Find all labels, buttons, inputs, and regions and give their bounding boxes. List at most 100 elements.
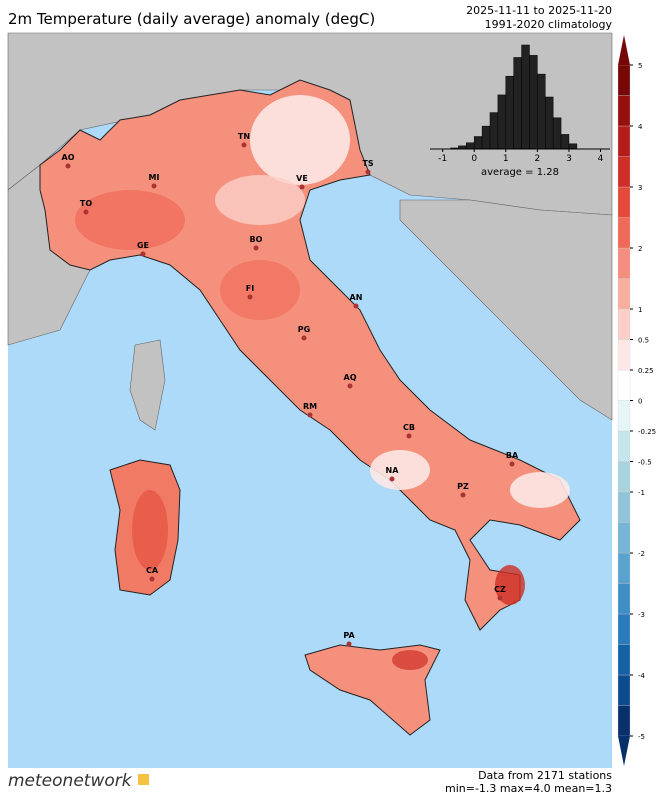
anomaly-area bbox=[510, 472, 570, 508]
climatology: 1991-2020 climatology bbox=[485, 18, 613, 31]
city-dot bbox=[83, 209, 89, 215]
city-label: CZ bbox=[494, 585, 506, 594]
colorbar-box bbox=[617, 308, 631, 340]
city-label: MI bbox=[149, 173, 160, 182]
histogram-bar bbox=[505, 75, 514, 150]
city-dot bbox=[247, 294, 253, 300]
histogram-bar bbox=[497, 94, 507, 150]
anomaly-area bbox=[250, 95, 350, 185]
city-dot bbox=[365, 169, 371, 175]
colorbar-tick-label: 3 bbox=[638, 184, 642, 192]
city-dot bbox=[149, 576, 155, 582]
colorbar-tick-label: 4 bbox=[638, 123, 643, 131]
histogram-bar bbox=[545, 96, 554, 150]
city-dot bbox=[497, 595, 503, 601]
colorbar-box bbox=[617, 95, 631, 127]
city-dot bbox=[346, 641, 352, 647]
anomaly-area bbox=[75, 190, 185, 250]
colorbar-box bbox=[617, 583, 631, 615]
anomaly-area bbox=[392, 650, 428, 670]
city-dot bbox=[389, 476, 395, 482]
city-dot bbox=[460, 492, 466, 498]
city-label: VE bbox=[296, 174, 308, 183]
histogram-bar bbox=[552, 117, 562, 150]
city-dot bbox=[406, 433, 412, 439]
city-label: TS bbox=[362, 159, 373, 168]
colorbar-box bbox=[617, 156, 631, 188]
colorbar-box bbox=[617, 217, 631, 249]
stations: Data from 2171 stations bbox=[478, 769, 612, 782]
colorbar-tick-label: -5 bbox=[638, 733, 645, 741]
colorbar-tick-label: 0.25 bbox=[638, 367, 654, 375]
colorbar-box bbox=[617, 400, 631, 432]
colorbar-tick-label: -2 bbox=[638, 550, 645, 558]
city-label: CA bbox=[146, 566, 159, 575]
x-tick-label: -1 bbox=[438, 154, 447, 164]
logo-square bbox=[138, 774, 149, 785]
city-label: AN bbox=[350, 293, 363, 302]
colorbar-tick-label: 0 bbox=[638, 398, 642, 406]
city-dot bbox=[140, 251, 146, 257]
city-label: PZ bbox=[457, 482, 469, 491]
city-dot bbox=[151, 183, 157, 189]
colorbar-arrow bbox=[618, 736, 630, 766]
colorbar-arrow bbox=[618, 35, 630, 65]
histogram-bar bbox=[537, 73, 546, 150]
colorbar-box bbox=[617, 491, 631, 523]
city-dot bbox=[509, 461, 515, 467]
histogram-bar bbox=[560, 134, 570, 150]
colorbar-box bbox=[617, 278, 631, 310]
x-tick-label: 4 bbox=[598, 154, 604, 164]
colorbar-box bbox=[617, 339, 631, 371]
city-label: NA bbox=[386, 466, 400, 475]
land-balkans bbox=[399, 199, 613, 421]
anomaly-area bbox=[132, 490, 168, 570]
city-dot bbox=[301, 335, 307, 341]
city-dot bbox=[241, 142, 247, 148]
city-dot bbox=[347, 383, 353, 389]
colorbar-tick-label: 1 bbox=[638, 306, 642, 314]
city-dot bbox=[299, 184, 305, 190]
colorbar-box bbox=[617, 522, 631, 554]
histogram-annotation: average = 1.28 bbox=[481, 167, 559, 178]
anomaly-area bbox=[220, 260, 300, 320]
colorbar-box bbox=[617, 64, 631, 96]
city-label: TN bbox=[238, 132, 250, 141]
colorbar-box bbox=[617, 705, 631, 737]
city-label: AO bbox=[62, 153, 75, 162]
colorbar-tick-label: -0.25 bbox=[638, 428, 656, 436]
histogram: -1 0 1 2 3 4 average = 1.28 bbox=[430, 44, 610, 178]
histogram-bar bbox=[489, 112, 499, 150]
colorbar-box bbox=[617, 186, 631, 218]
colorbar-tick-label: 2 bbox=[638, 245, 642, 253]
colorbar-box bbox=[617, 644, 631, 676]
city-label: RM bbox=[303, 402, 317, 411]
histogram-bar bbox=[466, 142, 475, 150]
city-label: GE bbox=[137, 241, 149, 250]
colorbar-box bbox=[617, 552, 631, 584]
histogram-bar bbox=[513, 57, 522, 150]
city-label: AQ bbox=[344, 373, 357, 382]
city-dot bbox=[307, 412, 313, 418]
histogram-bar bbox=[568, 143, 578, 150]
colorbar-box bbox=[617, 613, 631, 645]
colorbar-box bbox=[617, 125, 631, 157]
city-label: TO bbox=[80, 199, 92, 208]
x-tick-label: 2 bbox=[535, 154, 541, 164]
histogram-bar bbox=[521, 44, 530, 150]
anomaly-area bbox=[370, 450, 430, 490]
x-tick-label: 3 bbox=[566, 154, 572, 164]
colorbar-box bbox=[617, 430, 631, 462]
city-label: FI bbox=[246, 284, 254, 293]
x-tick-label: 1 bbox=[503, 154, 509, 164]
title: 2m Temperature (daily average) anomaly (… bbox=[8, 10, 375, 28]
colorbar: 5 4 3 2 1 0.5 0.25 0 -0.25 -0.5 -1 -2 -3 -4 -5 bbox=[617, 35, 656, 766]
stats: min=-1.3 max=4.0 mean=1.3 bbox=[445, 782, 612, 795]
city-label: CB bbox=[403, 423, 415, 432]
city-label: BO bbox=[250, 235, 263, 244]
colorbar-box bbox=[617, 247, 631, 279]
city-label: BA bbox=[506, 451, 519, 460]
colorbar-tick-label: 0.5 bbox=[638, 337, 649, 345]
colorbar-tick-label: -3 bbox=[638, 611, 645, 619]
anomaly-area bbox=[215, 175, 305, 225]
